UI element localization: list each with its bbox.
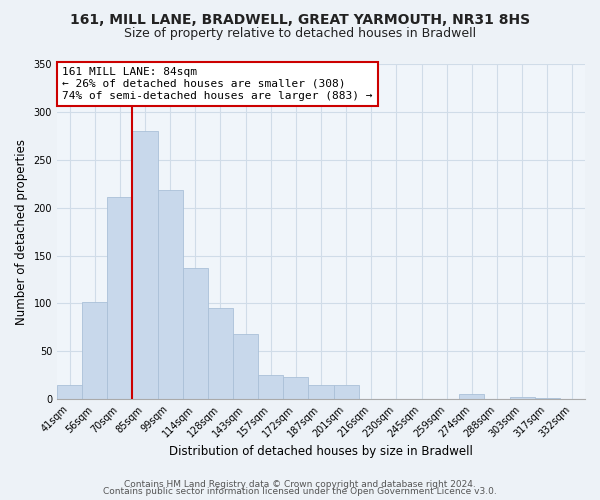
Bar (334, 385, 359, 399)
X-axis label: Distribution of detached houses by size in Bradwell: Distribution of detached houses by size … (169, 444, 473, 458)
Bar (459, 394, 484, 399)
Y-axis label: Number of detached properties: Number of detached properties (15, 138, 28, 324)
Bar (233, 334, 258, 399)
Text: Size of property relative to detached houses in Bradwell: Size of property relative to detached ho… (124, 28, 476, 40)
Text: 161 MILL LANE: 84sqm
← 26% of detached houses are smaller (308)
74% of semi-deta: 161 MILL LANE: 84sqm ← 26% of detached h… (62, 68, 373, 100)
Bar (133, 131, 158, 399)
Text: Contains HM Land Registry data © Crown copyright and database right 2024.: Contains HM Land Registry data © Crown c… (124, 480, 476, 489)
Bar (258, 375, 283, 399)
Text: Contains public sector information licensed under the Open Government Licence v3: Contains public sector information licen… (103, 487, 497, 496)
Bar (82, 302, 107, 399)
Bar (308, 385, 334, 399)
Text: 161, MILL LANE, BRADWELL, GREAT YARMOUTH, NR31 8HS: 161, MILL LANE, BRADWELL, GREAT YARMOUTH… (70, 12, 530, 26)
Bar (509, 398, 535, 399)
Bar (535, 398, 560, 399)
Bar (183, 268, 208, 399)
Bar (107, 197, 133, 399)
Bar (283, 377, 308, 399)
Bar (57, 385, 82, 399)
Bar (208, 308, 233, 399)
Bar (158, 190, 183, 399)
